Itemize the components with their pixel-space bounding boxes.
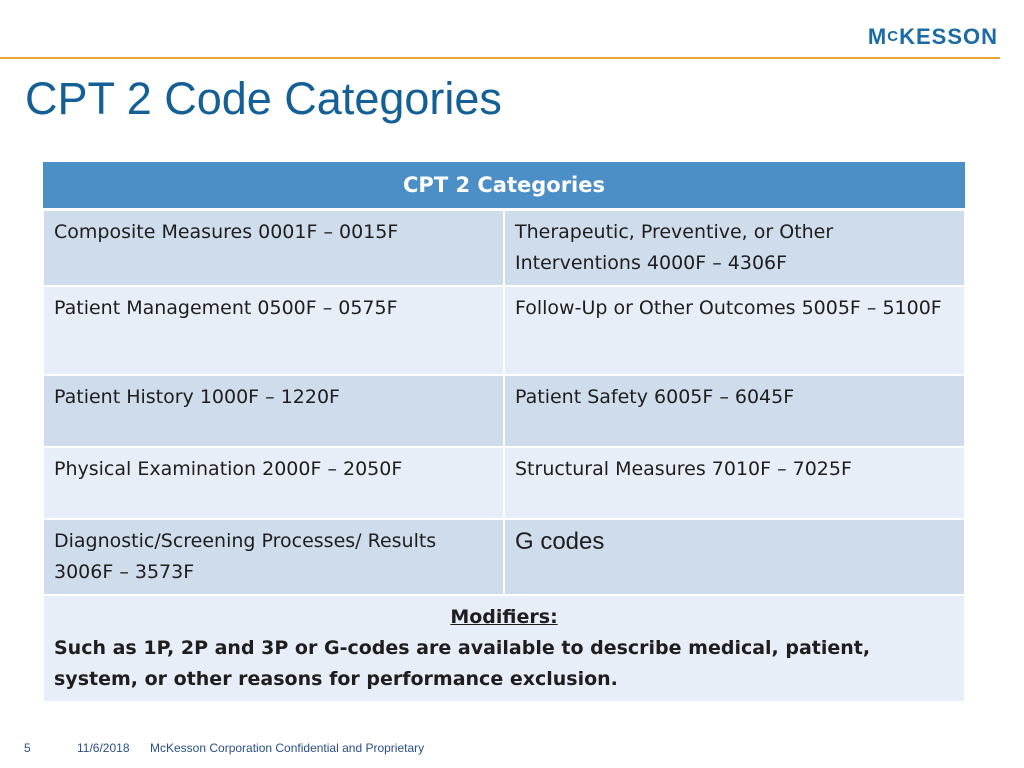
modifiers-row: Modifiers: Such as 1P, 2P and 3P or G-co… [41, 594, 967, 703]
slide-title: CPT 2 Code Categories [25, 73, 502, 124]
table-cell: Patient Management 0500F – 0575F [42, 285, 505, 376]
table-row: Patient History 1000F – 1220F Patient Sa… [42, 374, 967, 448]
table-cell: Diagnostic/Screening Processes/ Results … [42, 518, 505, 596]
mckesson-logo: MCKESSON [868, 24, 998, 50]
table-heading: CPT 2 Categories [43, 162, 966, 211]
table-cell: Structural Measures 7010F – 7025F [502, 446, 967, 520]
footer-confidential: McKesson Corporation Confidential and Pr… [150, 741, 425, 755]
logo-text-m: M [867, 24, 888, 49]
table-cell: Patient Safety 6005F – 6045F [502, 374, 967, 448]
modifiers-cell: Modifiers: Such as 1P, 2P and 3P or G-co… [41, 594, 967, 703]
table-cell: Physical Examination 2000F – 2050F [42, 446, 505, 520]
table-row: Composite Measures 0001F – 0015F Therape… [42, 208, 967, 287]
modifiers-text: Such as 1P, 2P and 3P or G-codes are ava… [54, 637, 871, 690]
table-cell: Composite Measures 0001F – 0015F [42, 208, 505, 287]
table-row: Physical Examination 2000F – 2050F Struc… [42, 446, 967, 520]
cpt-categories-table: CPT 2 Categories Composite Measures 0001… [41, 162, 967, 703]
table-row: Diagnostic/Screening Processes/ Results … [42, 518, 967, 596]
page-number: 5 [24, 741, 31, 755]
header-divider [0, 57, 1000, 59]
modifiers-heading: Modifiers: [450, 606, 558, 628]
logo-text-c: C [887, 28, 900, 45]
table-cell: Therapeutic, Preventive, or Other Interv… [502, 208, 967, 287]
table-cell: G codes [502, 518, 967, 596]
logo-text-kesson: KESSON [899, 24, 998, 49]
table-cell: Patient History 1000F – 1220F [42, 374, 505, 448]
table-cell: Follow-Up or Other Outcomes 5005F – 5100… [502, 285, 967, 376]
footer-date: 11/6/2018 [77, 741, 130, 755]
table-row: Patient Management 0500F – 0575F Follow-… [42, 285, 967, 376]
